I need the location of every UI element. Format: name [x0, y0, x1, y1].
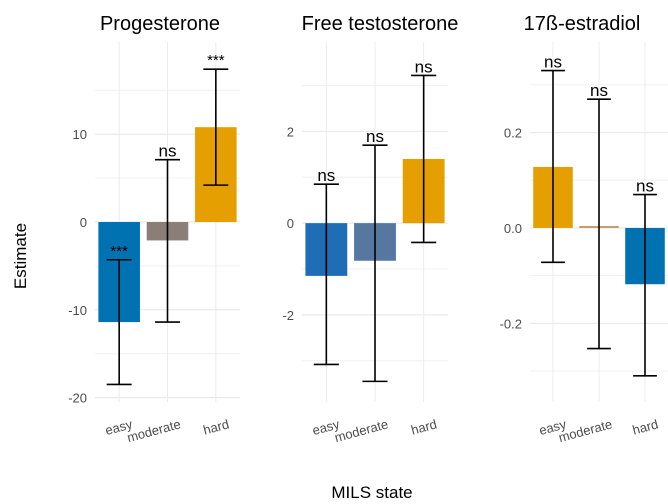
y-tick-label: 0.2 — [504, 126, 522, 141]
significance-label: ns — [590, 81, 608, 100]
significance-label: ns — [366, 127, 384, 146]
x-tick-label: hard — [631, 416, 660, 437]
x-tick-label: easy — [537, 416, 568, 438]
significance-label: ns — [415, 57, 433, 76]
x-tick-label: moderate — [125, 416, 182, 445]
y-tick-label: -10 — [68, 303, 87, 318]
y-tick-label: 10 — [73, 127, 87, 142]
significance-label: ns — [636, 177, 654, 196]
x-tick-label: easy — [104, 416, 135, 438]
significance-label: *** — [110, 243, 128, 260]
x-tick-label: moderate — [557, 416, 614, 445]
y-tick-label: -0.2 — [500, 316, 522, 331]
panel-title: Free testosterone — [302, 13, 459, 35]
significance-label: ns — [159, 142, 177, 161]
x-tick-label: easy — [311, 416, 342, 438]
x-tick-label: hard — [202, 416, 231, 437]
y-tick-label: 0 — [287, 216, 294, 231]
y-axis-title: Estimate — [11, 223, 30, 289]
y-tick-label: 0.0 — [504, 221, 522, 236]
x-tick-label: moderate — [333, 416, 390, 445]
significance-label: ns — [544, 53, 562, 72]
panel-title: Progesterone — [100, 13, 220, 35]
y-tick-label: 0 — [80, 215, 87, 230]
y-tick-label: -2 — [282, 308, 294, 323]
x-axis-title: MILS state — [331, 483, 412, 502]
panel-title: 17ß-estradiol — [524, 13, 641, 35]
x-tick-label: hard — [409, 416, 438, 437]
significance-label: ns — [317, 166, 335, 185]
y-tick-label: -20 — [68, 391, 87, 406]
significance-label: *** — [207, 52, 225, 69]
y-tick-label: 2 — [287, 124, 294, 139]
